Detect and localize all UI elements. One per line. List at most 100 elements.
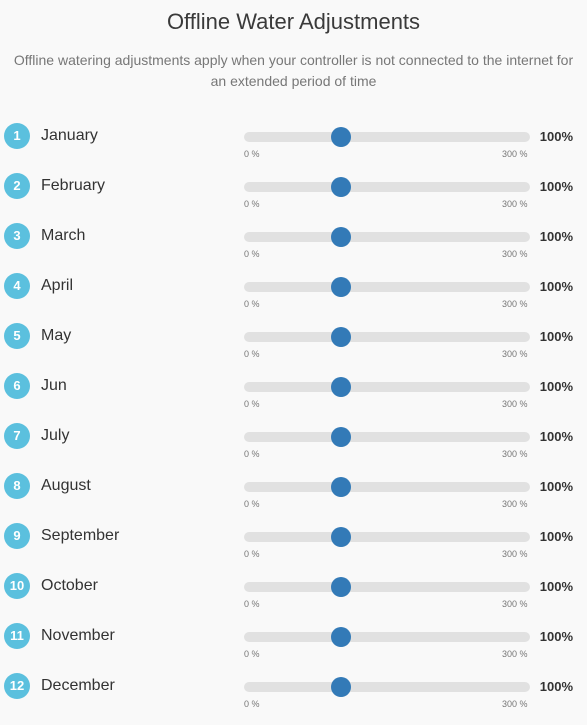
slider-min-label: 0 % xyxy=(244,699,260,709)
adjustment-slider[interactable] xyxy=(244,677,530,697)
slider-track[interactable] xyxy=(244,382,530,392)
slider-track[interactable] xyxy=(244,282,530,292)
slider-thumb[interactable] xyxy=(330,177,351,197)
month-number-badge: 10 xyxy=(4,573,30,599)
month-row-september: 9 September 0 % 300 % 100% xyxy=(0,511,587,561)
slider-thumb[interactable] xyxy=(330,627,351,647)
month-number-badge: 8 xyxy=(4,473,30,499)
slider-track[interactable] xyxy=(244,132,530,142)
month-number-badge: 6 xyxy=(4,373,30,399)
slider-track[interactable] xyxy=(244,332,530,342)
month-number-badge: 11 xyxy=(4,623,30,649)
month-row-march: 3 March 0 % 300 % 100% xyxy=(0,211,587,261)
month-name: April xyxy=(41,277,74,294)
adjustment-slider[interactable] xyxy=(244,327,530,347)
slider-min-label: 0 % xyxy=(244,149,260,159)
month-name: August xyxy=(41,477,91,494)
slider-thumb[interactable] xyxy=(330,127,351,147)
slider-track[interactable] xyxy=(244,682,530,692)
adjustment-value: 100% xyxy=(539,629,573,644)
month-row-april: 4 April 0 % 300 % 100% xyxy=(0,261,587,311)
adjustment-value: 100% xyxy=(539,329,573,344)
slider-max-label: 300 % xyxy=(502,499,528,509)
slider-min-label: 0 % xyxy=(244,449,260,459)
slider-thumb[interactable] xyxy=(330,527,351,547)
month-row-january: 1 January 0 % 300 % 100% xyxy=(0,111,587,161)
slider-thumb[interactable] xyxy=(330,577,351,597)
month-row-august: 8 August 0 % 300 % 100% xyxy=(0,461,587,511)
adjustment-slider[interactable] xyxy=(244,627,530,647)
slider-thumb[interactable] xyxy=(330,227,351,247)
slider-thumb[interactable] xyxy=(330,327,351,347)
slider-min-label: 0 % xyxy=(244,649,260,659)
slider-max-label: 300 % xyxy=(502,299,528,309)
slider-track[interactable] xyxy=(244,432,530,442)
adjustment-slider[interactable] xyxy=(244,477,530,497)
month-adjustment-list: 1 January 0 % 300 % 100% 2 February 0 % … xyxy=(0,111,587,711)
month-number-badge: 5 xyxy=(4,323,30,349)
adjustment-slider[interactable] xyxy=(244,177,530,197)
month-row-february: 2 February 0 % 300 % 100% xyxy=(0,161,587,211)
slider-max-label: 300 % xyxy=(502,649,528,659)
slider-max-label: 300 % xyxy=(502,249,528,259)
month-row-october: 10 October 0 % 300 % 100% xyxy=(0,561,587,611)
month-name: January xyxy=(41,127,98,144)
slider-max-label: 300 % xyxy=(502,599,528,609)
month-name: March xyxy=(41,227,86,244)
month-name: October xyxy=(41,577,98,594)
adjustment-value: 100% xyxy=(539,129,573,144)
adjustment-slider[interactable] xyxy=(244,427,530,447)
adjustment-slider[interactable] xyxy=(244,227,530,247)
page-subtitle: Offline watering adjustments apply when … xyxy=(13,52,574,89)
month-name: November xyxy=(41,627,115,644)
slider-min-label: 0 % xyxy=(244,349,260,359)
month-number-badge: 4 xyxy=(4,273,30,299)
month-name: July xyxy=(41,427,70,444)
month-row-jun: 6 Jun 0 % 300 % 100% xyxy=(0,361,587,411)
adjustment-value: 100% xyxy=(539,179,573,194)
slider-track[interactable] xyxy=(244,632,530,642)
slider-thumb[interactable] xyxy=(330,277,351,297)
month-row-july: 7 July 0 % 300 % 100% xyxy=(0,411,587,461)
month-name: September xyxy=(41,527,120,544)
slider-max-label: 300 % xyxy=(502,199,528,209)
adjustment-value: 100% xyxy=(539,529,573,544)
slider-max-label: 300 % xyxy=(502,399,528,409)
adjustment-value: 100% xyxy=(539,279,573,294)
adjustment-value: 100% xyxy=(539,429,573,444)
slider-thumb[interactable] xyxy=(330,677,351,697)
slider-thumb[interactable] xyxy=(330,427,351,447)
month-row-december: 12 December 0 % 300 % 100% xyxy=(0,661,587,711)
month-name: December xyxy=(41,677,115,694)
slider-min-label: 0 % xyxy=(244,199,260,209)
slider-track[interactable] xyxy=(244,482,530,492)
adjustment-value: 100% xyxy=(539,579,573,594)
month-number-badge: 7 xyxy=(4,423,30,449)
adjustment-slider[interactable] xyxy=(244,127,530,147)
month-number-badge: 2 xyxy=(4,173,30,199)
adjustment-slider[interactable] xyxy=(244,577,530,597)
slider-track[interactable] xyxy=(244,532,530,542)
slider-min-label: 0 % xyxy=(244,249,260,259)
slider-min-label: 0 % xyxy=(244,549,260,559)
slider-track[interactable] xyxy=(244,182,530,192)
adjustment-slider[interactable] xyxy=(244,377,530,397)
month-row-may: 5 May 0 % 300 % 100% xyxy=(0,311,587,361)
slider-max-label: 300 % xyxy=(502,449,528,459)
month-number-badge: 12 xyxy=(4,673,30,699)
adjustment-slider[interactable] xyxy=(244,277,530,297)
slider-min-label: 0 % xyxy=(244,499,260,509)
adjustment-value: 100% xyxy=(539,479,573,494)
adjustment-slider[interactable] xyxy=(244,527,530,547)
slider-track[interactable] xyxy=(244,232,530,242)
slider-thumb[interactable] xyxy=(330,477,351,497)
month-row-november: 11 November 0 % 300 % 100% xyxy=(0,611,587,661)
slider-track[interactable] xyxy=(244,582,530,592)
slider-min-label: 0 % xyxy=(244,399,260,409)
slider-thumb[interactable] xyxy=(330,377,351,397)
month-name: May xyxy=(41,327,72,344)
month-name: Jun xyxy=(41,377,67,394)
slider-min-label: 0 % xyxy=(244,599,260,609)
month-number-badge: 1 xyxy=(4,123,30,149)
slider-min-label: 0 % xyxy=(244,299,260,309)
